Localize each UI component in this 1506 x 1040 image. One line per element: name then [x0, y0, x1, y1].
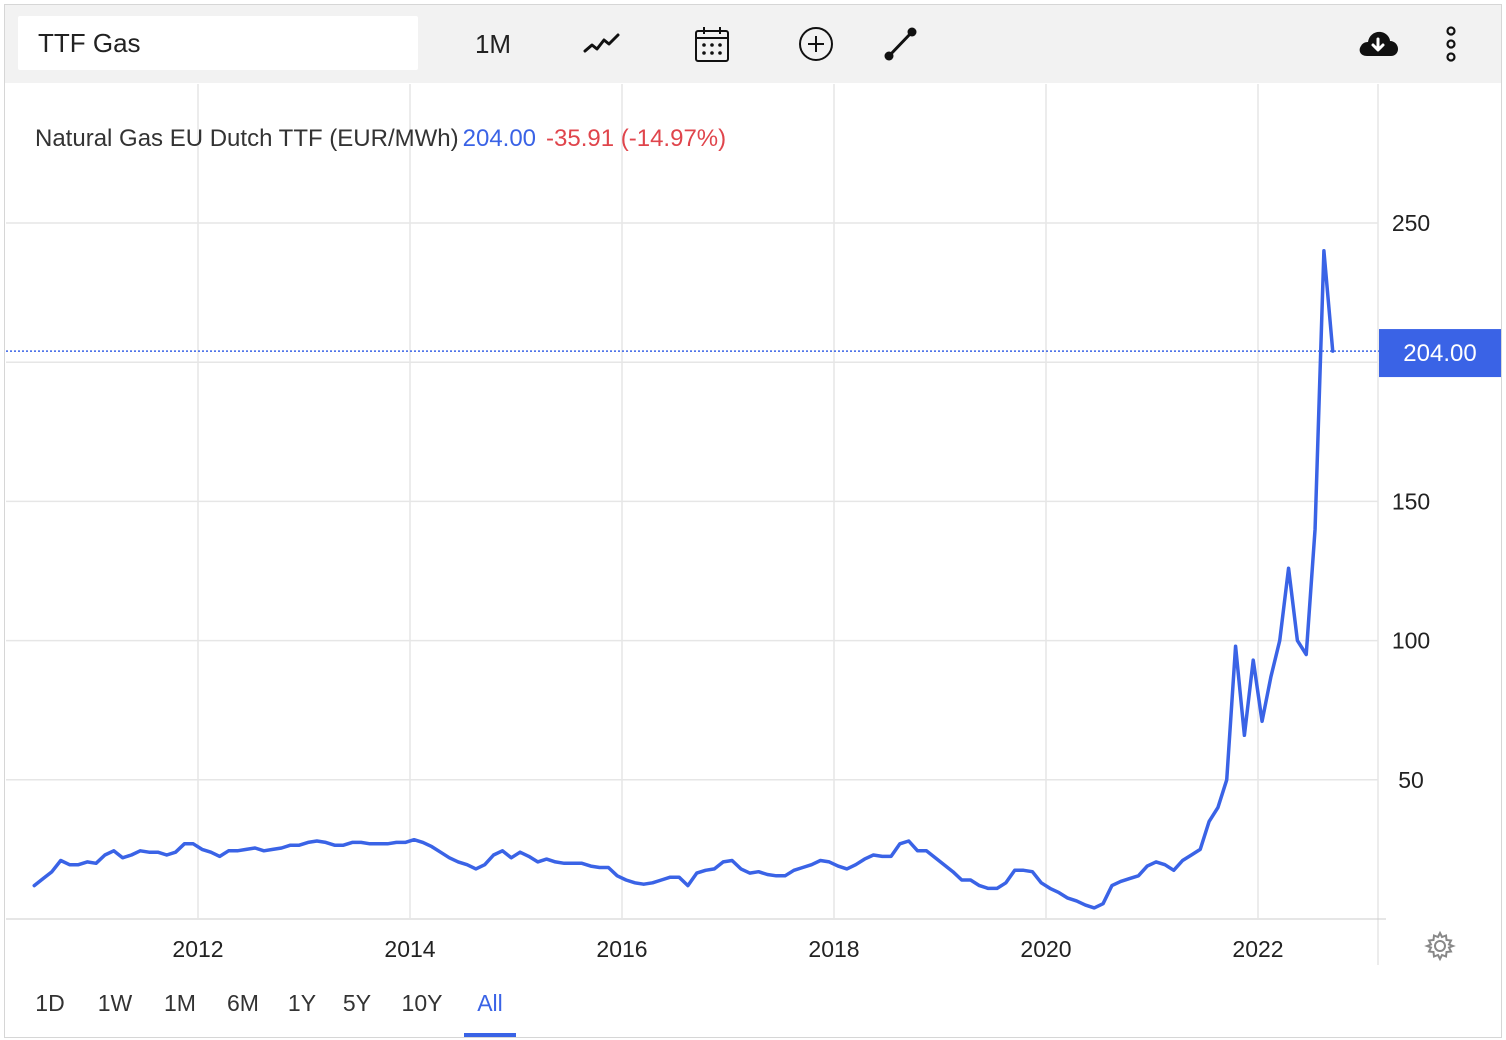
range-button-all[interactable]: All	[464, 975, 516, 1037]
chart-type-button[interactable]	[575, 21, 629, 67]
interval-button[interactable]: 1M	[474, 28, 512, 59]
price-tag	[1379, 329, 1501, 378]
price-tag-label: 204.00	[1403, 340, 1476, 367]
range-button-1m[interactable]: 1M	[164, 990, 196, 1016]
gear-icon	[1424, 930, 1456, 962]
x-tick-label: 2022	[1232, 936, 1283, 962]
draw-line-icon	[884, 27, 917, 61]
draw-tool-button[interactable]	[873, 21, 927, 67]
x-tick-label: 2018	[808, 936, 859, 962]
y-axis: 50 100 150 250	[1392, 210, 1430, 793]
range-button-1d[interactable]: 1D	[35, 990, 65, 1016]
toolbar: TTF Gas 1M	[5, 5, 1501, 83]
plus-circle-icon	[799, 27, 833, 61]
cloud-download-icon	[1359, 31, 1398, 56]
calendar-icon	[695, 27, 729, 62]
more-vertical-icon	[1446, 26, 1456, 62]
x-tick-label: 2014	[384, 936, 435, 962]
series-layer	[32, 249, 1335, 910]
range-button-10y[interactable]: 10Y	[401, 990, 443, 1016]
legend-series-name: Natural Gas EU Dutch TTF (EUR/MWh)	[35, 125, 459, 152]
date-range-button[interactable]	[685, 21, 739, 67]
range-button-1w[interactable]: 1W	[97, 990, 133, 1016]
download-button[interactable]	[1351, 21, 1405, 67]
x-tick-label: 2016	[596, 936, 647, 962]
range-button-6m[interactable]: 6M	[227, 990, 259, 1016]
symbol-input[interactable]: TTF Gas	[18, 16, 418, 70]
y-tick-label: 50	[1398, 767, 1424, 793]
x-tick-label: 2020	[1020, 936, 1071, 962]
last-price-marker: 204.00	[6, 329, 1501, 378]
range-button-5y[interactable]: 5Y	[342, 990, 372, 1016]
price-series-line	[32, 249, 1335, 910]
x-axis: 2012 2014 2016 2018 2020 2022	[6, 918, 1386, 962]
range-button-1y[interactable]: 1Y	[287, 990, 317, 1016]
legend-change: -35.91 (-14.97%)	[546, 125, 727, 152]
x-tick-label: 2012	[172, 936, 223, 962]
chart-legend: Natural Gas EU Dutch TTF (EUR/MWh) 204.00…	[35, 125, 726, 153]
grid	[6, 84, 1379, 965]
line-chart-icon	[583, 33, 620, 53]
y-tick-label: 150	[1392, 488, 1430, 514]
more-options-button[interactable]	[1431, 21, 1471, 67]
y-tick-label: 250	[1392, 210, 1430, 236]
legend-price: 204.00	[462, 125, 537, 152]
settings-button[interactable]	[1424, 930, 1456, 962]
chart-widget: TTF Gas 1M	[4, 4, 1502, 1038]
y-tick-label: 100	[1392, 628, 1430, 654]
compare-button[interactable]	[789, 21, 843, 67]
